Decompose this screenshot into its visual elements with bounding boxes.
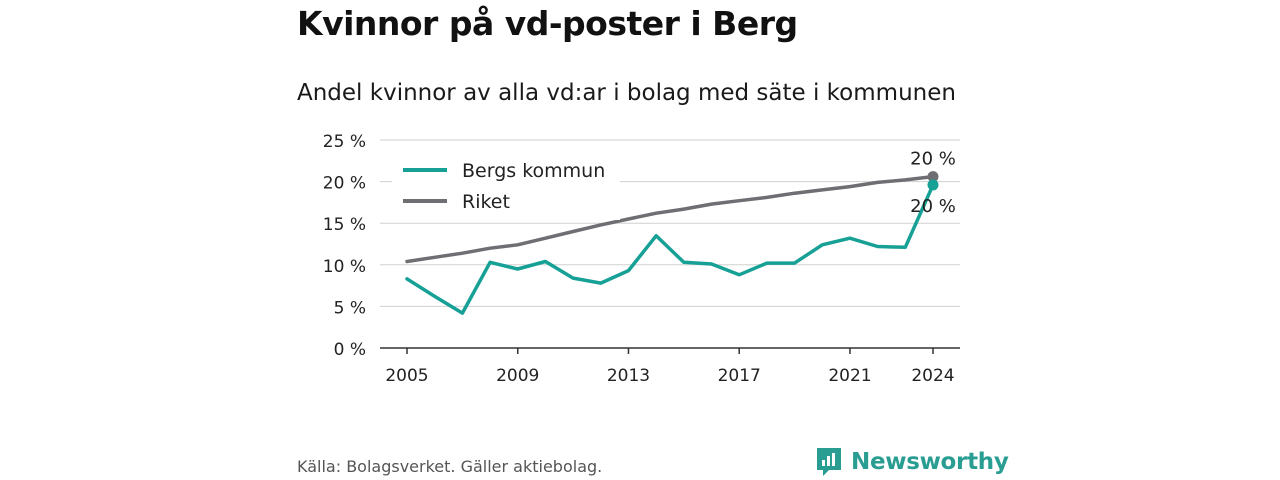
x-tick-label: 2017	[718, 366, 761, 386]
x-tick-label: 2013	[607, 366, 650, 386]
end-label-berg: 20 %	[910, 196, 956, 217]
x-tick-label: 2005	[385, 366, 428, 386]
y-tick-label: 5 %	[334, 298, 366, 318]
end-label-riket: 20 %	[910, 149, 956, 170]
y-tick-label: 15 %	[323, 215, 366, 235]
line-chart: 0 % 5 % 10 % 15 % 20 % 25 % 2005 2009 2013 2017 20…	[323, 132, 960, 386]
legend-label: Bergs kommun	[462, 160, 605, 182]
legend-label: Riket	[462, 191, 510, 213]
newsworthy-logo-icon	[817, 448, 841, 476]
y-tick-label: 25 %	[323, 132, 366, 152]
axes: 0 % 5 % 10 % 15 % 20 % 25 % 2005 2009 2013 2017 20…	[323, 132, 960, 386]
series-line-riket	[405, 174, 935, 264]
chart-subtitle: Andel kvinnor av alla vd:ar i bolag med …	[297, 80, 956, 106]
y-tick-label: 0 %	[334, 340, 366, 360]
y-tick-label: 20 %	[323, 174, 366, 194]
legend-background	[392, 150, 620, 220]
legend: Bergs kommun Riket	[392, 150, 620, 220]
end-labels: 20 % 20 %	[910, 149, 956, 217]
brand-name: Newsworthy	[851, 449, 1009, 475]
brand-logo: Newsworthy	[815, 446, 1009, 478]
source-note: Källa: Bolagsverket. Gäller aktiebolag.	[297, 457, 603, 476]
x-tick-label: 2009	[496, 366, 539, 386]
series-endpoint-berg	[927, 179, 939, 191]
y-tick-label: 10 %	[323, 257, 366, 277]
x-tick-label: 2021	[828, 366, 871, 386]
x-tick-label: 2024	[911, 366, 954, 386]
chart-title: Kvinnor på vd-poster i Berg	[297, 4, 798, 43]
series-endpoint-riket	[927, 171, 939, 183]
series-lines	[405, 171, 939, 315]
series-line-berg	[405, 183, 935, 315]
